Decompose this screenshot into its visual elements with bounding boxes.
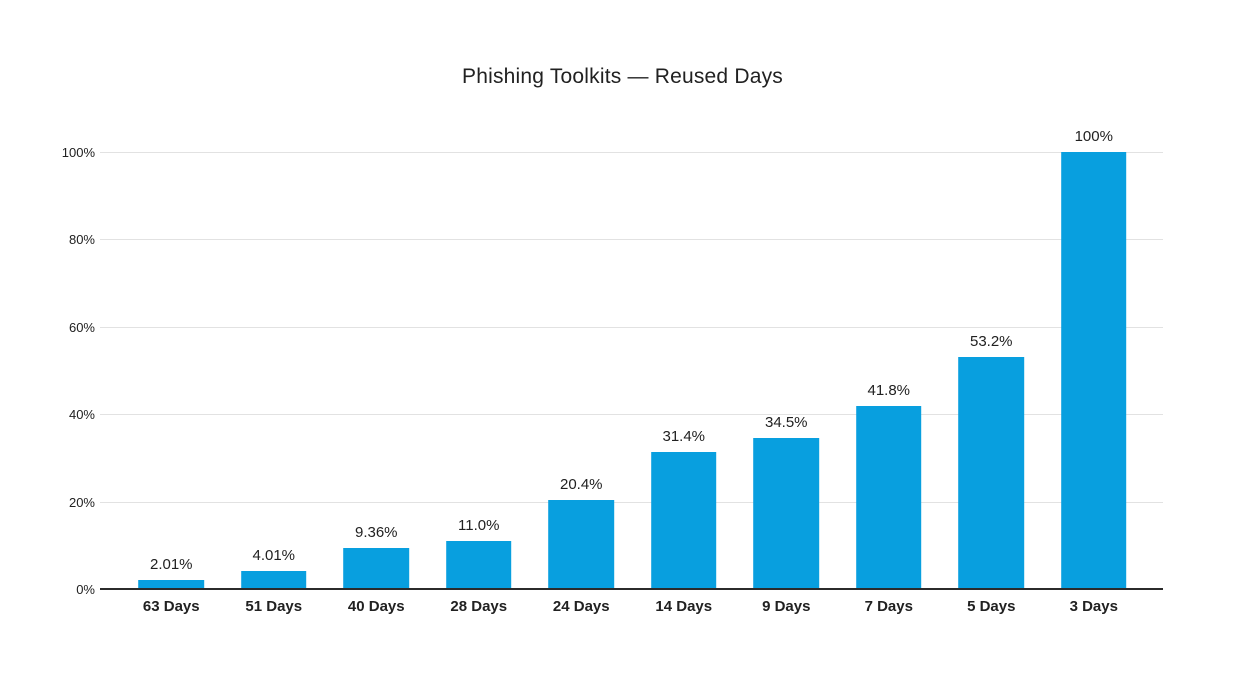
bar-slot: 9.36% 40 Days — [325, 152, 428, 615]
value-label: 4.01% — [252, 547, 296, 565]
gridline — [100, 152, 1163, 153]
chart-title: Phishing Toolkits — Reused Days — [462, 65, 783, 88]
value-label: 9.36% — [354, 524, 398, 542]
value-label: 31.4% — [662, 427, 706, 445]
bar-5-days[interactable] — [958, 356, 1025, 589]
bar-slot: 11.0% 28 Days — [428, 152, 531, 615]
value-label: 100% — [1074, 128, 1113, 145]
gridline — [100, 326, 1163, 328]
value-label: 2.01% — [149, 556, 193, 574]
bar-slot: 34.5% 9 Days — [735, 152, 838, 615]
bar-9-days[interactable] — [753, 438, 820, 589]
bar-3-days[interactable] — [1060, 152, 1127, 589]
gridline — [100, 414, 1163, 416]
y-tick-label: 100% — [61, 145, 95, 160]
y-tick-label: 0% — [76, 582, 95, 597]
y-tick-label: 60% — [68, 319, 95, 335]
gridline — [100, 501, 1163, 503]
bar-40-days[interactable] — [343, 548, 410, 589]
value-label: 20.4% — [559, 475, 603, 493]
y-tick-label: 20% — [68, 494, 95, 510]
gridline — [100, 239, 1163, 241]
bar-slot: 2.01% 63 Days — [120, 152, 223, 615]
x-tick-label: 40 Days — [347, 598, 405, 615]
bars-container: 2.01% 63 Days 4.01% 51 Days 9.36% 40 Days 11.0… — [120, 129, 1146, 615]
bar-51-days[interactable] — [240, 571, 307, 589]
plot-area: 0% 20% 40% 60% 80% 100% 2.01% 63 Days 4.01% 51 D… — [62, 129, 1163, 615]
bar-slot: 4.01% 51 Days — [223, 152, 326, 615]
x-axis-baseline — [100, 588, 1163, 590]
x-tick-label: 24 Days — [552, 598, 610, 615]
bar-slot: 100% 3 Days — [1043, 129, 1146, 615]
value-label: 11.0% — [458, 516, 500, 534]
bar-63-days[interactable] — [138, 580, 205, 589]
x-tick-label: 7 Days — [864, 598, 913, 615]
y-tick-label: 80% — [68, 232, 95, 248]
bar-14-days[interactable] — [650, 451, 717, 589]
bar-slot: 53.2% 5 Days — [940, 152, 1043, 615]
y-tick-label: 40% — [68, 407, 95, 423]
bar-24-days[interactable] — [548, 499, 615, 589]
x-tick-label: 28 Days — [450, 598, 508, 615]
bar-slot: 31.4% 14 Days — [633, 152, 736, 615]
x-tick-label: 3 Days — [1069, 598, 1118, 615]
x-tick-label: 9 Days — [762, 598, 811, 615]
bar-slot: 41.8% 7 Days — [838, 152, 941, 615]
bar-7-days[interactable] — [855, 406, 922, 589]
x-tick-label: 63 Days — [142, 598, 200, 615]
x-tick-label: 5 Days — [967, 598, 1016, 615]
value-label: 34.5% — [764, 414, 808, 432]
value-label: 53.2% — [969, 332, 1013, 350]
bar-slot: 20.4% 24 Days — [530, 152, 633, 615]
x-tick-label: 14 Days — [655, 598, 713, 615]
bar-28-days[interactable] — [445, 540, 512, 589]
value-label: 41.8% — [867, 382, 911, 400]
x-tick-label: 51 Days — [245, 598, 303, 615]
